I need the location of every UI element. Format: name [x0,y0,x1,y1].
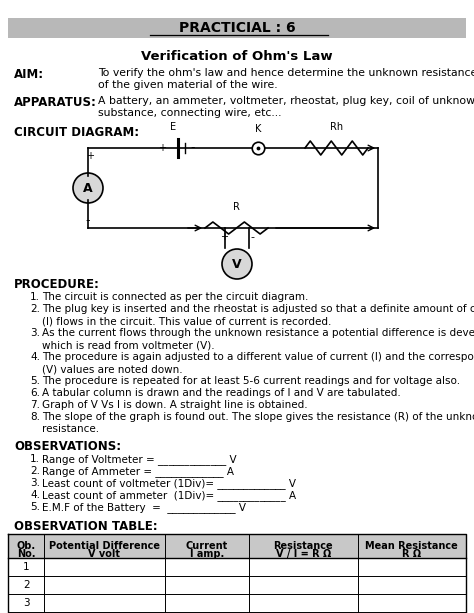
Text: 3.: 3. [30,328,40,338]
Bar [8,18,466,38]
Text: 6.: 6. [30,388,40,398]
Text: OBSERVATION TABLE:: OBSERVATION TABLE: [14,520,158,533]
Text: 5.: 5. [30,502,40,512]
Text: -: - [250,232,254,242]
Text: Range of Voltmeter = _____________ V: Range of Voltmeter = _____________ V [42,454,237,465]
Text: Range of Ammeter = _____________ A: Range of Ammeter = _____________ A [42,466,234,477]
Circle shape [73,173,103,203]
Text: -: - [86,215,90,227]
Text: Mean Resistance: Mean Resistance [365,541,458,551]
Text: A tabular column is drawn and the readings of I and V are tabulated.: A tabular column is drawn and the readin… [42,388,401,398]
Text: To verify the ohm's law and hence determine the unknown resistance
of the given : To verify the ohm's law and hence determ… [98,68,474,89]
Text: Rh: Rh [330,122,343,132]
Text: (V) values are noted down.: (V) values are noted down. [42,364,182,374]
Text: PROCEDURE:: PROCEDURE: [14,278,100,291]
Text: 3: 3 [23,598,29,608]
Text: E: E [170,122,176,132]
Text: 1.: 1. [30,454,40,464]
Text: CIRCUIT DIAGRAM:: CIRCUIT DIAGRAM: [14,126,139,139]
Text: V / I = R Ω: V / I = R Ω [276,549,331,559]
Text: 4.: 4. [30,352,40,362]
Text: 1: 1 [23,562,29,572]
Text: The procedure is again adjusted to a different value of current (I) and the corr: The procedure is again adjusted to a dif… [42,352,474,362]
Text: Verification of Ohm's Law: Verification of Ohm's Law [141,50,333,63]
Text: A: A [83,181,93,194]
Text: 7.: 7. [30,400,40,410]
Text: +: + [220,232,228,242]
Text: K: K [255,124,261,134]
Bar [8,534,466,558]
Text: 5.: 5. [30,376,40,386]
Text: Ob.: Ob. [17,541,36,551]
Text: V: V [232,257,242,270]
Text: resistance.: resistance. [42,424,99,434]
Text: The procedure is repeated for at least 5-6 current readings and for voltage also: The procedure is repeated for at least 5… [42,376,460,386]
Text: +: + [86,151,94,161]
Text: Least count of ammeter  (1Div)= _____________ A: Least count of ammeter (1Div)= _________… [42,490,296,501]
Text: I amp.: I amp. [190,549,224,559]
Text: V volt: V volt [89,549,120,559]
Text: +: + [158,143,166,153]
Text: As the current flows through the unknown resistance a potential difference is de: As the current flows through the unknown… [42,328,474,338]
Text: AIM:: AIM: [14,68,44,81]
Text: APPARATUS:: APPARATUS: [14,96,97,109]
Text: 8.: 8. [30,412,40,422]
Circle shape [222,249,252,279]
Text: The slope of the graph is found out. The slope gives the resistance (R) of the u: The slope of the graph is found out. The… [42,412,474,422]
Text: 1.: 1. [30,292,40,302]
Text: 4.: 4. [30,490,40,500]
Text: A battery, an ammeter, voltmeter, rheostat, plug key, coil of unknown
substance,: A battery, an ammeter, voltmeter, rheost… [98,96,474,118]
Text: Resistance: Resistance [273,541,333,551]
Text: -: - [191,142,195,154]
Text: No.: No. [17,549,36,559]
Text: (I) flows in the circuit. This value of current is recorded.: (I) flows in the circuit. This value of … [42,316,331,326]
Text: 2: 2 [23,580,29,590]
Text: 2.: 2. [30,304,40,314]
Text: which is read from voltmeter (V).: which is read from voltmeter (V). [42,340,215,350]
Text: The plug key is inserted and the rheostat is adjusted so that a definite amount : The plug key is inserted and the rheosta… [42,304,474,314]
Text: Current: Current [186,541,228,551]
Text: PRACTICIAL : 6: PRACTICIAL : 6 [179,21,295,35]
Text: The circuit is connected as per the circuit diagram.: The circuit is connected as per the circ… [42,292,309,302]
Text: 3.: 3. [30,478,40,488]
Text: Potential Difference: Potential Difference [49,541,160,551]
Text: 2.: 2. [30,466,40,476]
Text: E.M.F of the Battery  =  _____________ V: E.M.F of the Battery = _____________ V [42,502,246,513]
Text: OBSERVATIONS:: OBSERVATIONS: [14,440,121,453]
Text: Least count of voltmeter (1Div)= _____________ V: Least count of voltmeter (1Div)= _______… [42,478,296,489]
Text: R: R [233,202,240,212]
Text: R Ω: R Ω [402,549,421,559]
Text: Graph of V Vs I is down. A straight line is obtained.: Graph of V Vs I is down. A straight line… [42,400,308,410]
